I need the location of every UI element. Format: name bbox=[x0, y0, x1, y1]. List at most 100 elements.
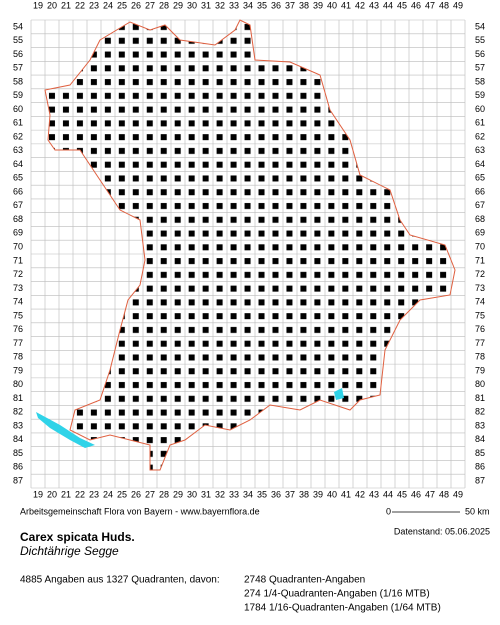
row-label: 81 bbox=[13, 393, 23, 403]
column-label: 31 bbox=[201, 489, 211, 499]
column-label: 28 bbox=[159, 489, 169, 499]
row-label: 64 bbox=[475, 159, 485, 169]
row-label: 57 bbox=[13, 63, 23, 73]
column-label: 32 bbox=[215, 0, 225, 10]
column-label: 39 bbox=[313, 0, 323, 10]
column-label: 22 bbox=[75, 489, 85, 499]
row-label: 57 bbox=[475, 63, 485, 73]
row-label: 86 bbox=[13, 462, 23, 472]
column-label: 25 bbox=[117, 0, 127, 10]
column-label: 25 bbox=[117, 489, 127, 499]
row-label: 73 bbox=[13, 283, 23, 293]
column-label: 43 bbox=[369, 489, 379, 499]
column-label: 21 bbox=[61, 0, 71, 10]
row-label: 82 bbox=[475, 407, 485, 417]
row-label: 65 bbox=[475, 173, 485, 183]
row-label: 63 bbox=[13, 145, 23, 155]
column-label: 20 bbox=[47, 0, 57, 10]
column-label: 33 bbox=[229, 489, 239, 499]
row-label: 86 bbox=[475, 462, 485, 472]
row-label: 64 bbox=[13, 159, 23, 169]
column-label: 39 bbox=[313, 489, 323, 499]
row-label: 72 bbox=[475, 269, 485, 279]
row-label: 68 bbox=[13, 214, 23, 224]
lake bbox=[334, 388, 344, 400]
row-label: 68 bbox=[475, 214, 485, 224]
column-label: 36 bbox=[271, 0, 281, 10]
column-label: 49 bbox=[453, 489, 463, 499]
column-label: 27 bbox=[145, 489, 155, 499]
row-label: 55 bbox=[475, 35, 485, 45]
column-label: 21 bbox=[61, 489, 71, 499]
row-label: 72 bbox=[13, 269, 23, 279]
row-label: 61 bbox=[13, 118, 23, 128]
row-label: 78 bbox=[475, 352, 485, 362]
scale-end: 50 km bbox=[465, 506, 490, 516]
row-label: 71 bbox=[13, 255, 23, 265]
row-label: 87 bbox=[475, 475, 485, 485]
row-label: 76 bbox=[475, 324, 485, 334]
column-label: 29 bbox=[173, 0, 183, 10]
row-label: 83 bbox=[13, 420, 23, 430]
column-label: 45 bbox=[397, 489, 407, 499]
column-label: 40 bbox=[327, 0, 337, 10]
column-label: 48 bbox=[439, 489, 449, 499]
row-label: 59 bbox=[13, 90, 23, 100]
column-label: 32 bbox=[215, 489, 225, 499]
column-label: 41 bbox=[341, 489, 351, 499]
row-label: 82 bbox=[13, 407, 23, 417]
column-label: 22 bbox=[75, 0, 85, 10]
column-label: 43 bbox=[369, 0, 379, 10]
scale-start: 0 bbox=[386, 506, 391, 516]
row-label: 70 bbox=[475, 241, 485, 251]
row-label: 59 bbox=[475, 90, 485, 100]
row-label: 75 bbox=[475, 310, 485, 320]
row-label: 87 bbox=[13, 475, 23, 485]
column-label: 31 bbox=[201, 0, 211, 10]
row-label: 84 bbox=[13, 434, 23, 444]
row-label: 65 bbox=[13, 173, 23, 183]
row-label: 70 bbox=[13, 241, 23, 251]
row-label: 62 bbox=[475, 131, 485, 141]
row-label: 83 bbox=[475, 420, 485, 430]
row-label: 74 bbox=[475, 297, 485, 307]
row-label: 77 bbox=[475, 338, 485, 348]
row-label: 66 bbox=[13, 186, 23, 196]
column-label: 34 bbox=[243, 489, 253, 499]
row-label: 85 bbox=[475, 448, 485, 458]
column-label: 30 bbox=[187, 0, 197, 10]
column-label: 26 bbox=[131, 0, 141, 10]
column-label: 38 bbox=[299, 489, 309, 499]
column-label: 28 bbox=[159, 0, 169, 10]
column-label: 24 bbox=[103, 489, 113, 499]
date: Datenstand: 05.06.2025 bbox=[394, 526, 490, 536]
column-label: 35 bbox=[257, 489, 267, 499]
row-label: 56 bbox=[13, 49, 23, 59]
lake bbox=[36, 412, 95, 448]
row-label: 73 bbox=[475, 283, 485, 293]
row-label: 80 bbox=[13, 379, 23, 389]
row-label: 67 bbox=[475, 200, 485, 210]
column-label: 19 bbox=[33, 0, 43, 10]
column-label: 30 bbox=[187, 489, 197, 499]
row-label: 56 bbox=[475, 49, 485, 59]
column-label: 42 bbox=[355, 0, 365, 10]
row-label: 74 bbox=[13, 297, 23, 307]
count: 274 1/4-Quadranten-Angaben (1/16 MTB) bbox=[244, 589, 430, 600]
column-label: 45 bbox=[397, 0, 407, 10]
column-label: 46 bbox=[411, 0, 421, 10]
state-border bbox=[44, 19, 456, 471]
row-label: 71 bbox=[475, 255, 485, 265]
row-label: 69 bbox=[13, 228, 23, 238]
column-label: 33 bbox=[229, 0, 239, 10]
row-label: 76 bbox=[13, 324, 23, 334]
row-label: 61 bbox=[475, 118, 485, 128]
row-label: 69 bbox=[475, 228, 485, 238]
row-label: 80 bbox=[475, 379, 485, 389]
row-label: 54 bbox=[475, 21, 485, 31]
row-label: 60 bbox=[475, 104, 485, 114]
column-label: 44 bbox=[383, 0, 393, 10]
row-label: 63 bbox=[475, 145, 485, 155]
column-label: 23 bbox=[89, 0, 99, 10]
